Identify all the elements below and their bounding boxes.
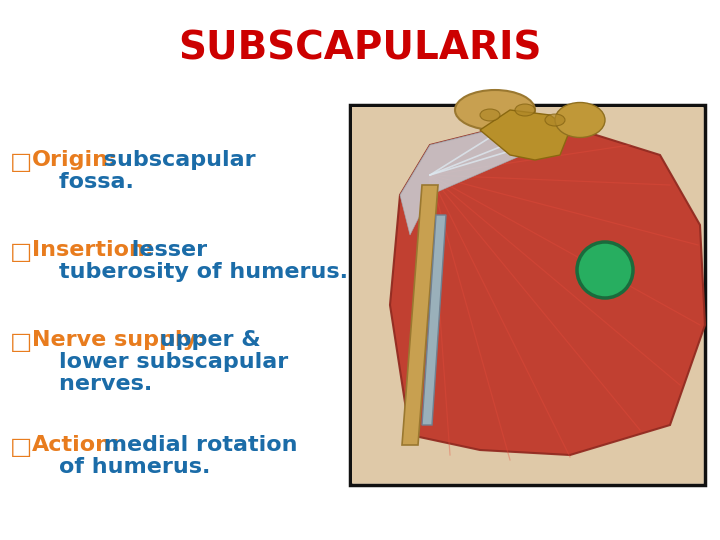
Bar	[352, 107, 703, 483]
Text: Nerve supply:: Nerve supply:	[32, 330, 206, 350]
Text: SUBSCAPULARIS: SUBSCAPULARIS	[179, 30, 541, 68]
Polygon shape	[480, 110, 570, 160]
Text: □: □	[10, 240, 32, 264]
Text: Insertion:: Insertion:	[32, 240, 154, 260]
Ellipse shape	[545, 114, 565, 126]
Ellipse shape	[555, 103, 605, 138]
Ellipse shape	[455, 90, 535, 130]
Text: upper &: upper &	[152, 330, 261, 350]
Text: Action:: Action:	[32, 435, 121, 455]
Text: □: □	[10, 435, 32, 459]
Ellipse shape	[515, 104, 535, 116]
Text: medial rotation: medial rotation	[96, 435, 298, 455]
Text: nerves.: nerves.	[28, 374, 152, 394]
Text: □: □	[10, 150, 32, 174]
Text: lower subscapular: lower subscapular	[28, 352, 288, 372]
Text: fossa.: fossa.	[28, 172, 134, 192]
Text: Origin:: Origin:	[32, 150, 118, 170]
Text: subscapular: subscapular	[96, 150, 256, 170]
Circle shape	[577, 242, 633, 298]
Text: □: □	[10, 330, 32, 354]
FancyBboxPatch shape	[350, 105, 705, 485]
Text: of humerus.: of humerus.	[28, 457, 210, 477]
Text: tuberosity of humerus.: tuberosity of humerus.	[28, 262, 348, 282]
Ellipse shape	[480, 109, 500, 121]
Polygon shape	[400, 125, 580, 235]
Polygon shape	[402, 185, 438, 445]
Polygon shape	[390, 125, 705, 455]
Text: lesser: lesser	[124, 240, 207, 260]
Polygon shape	[422, 215, 446, 425]
